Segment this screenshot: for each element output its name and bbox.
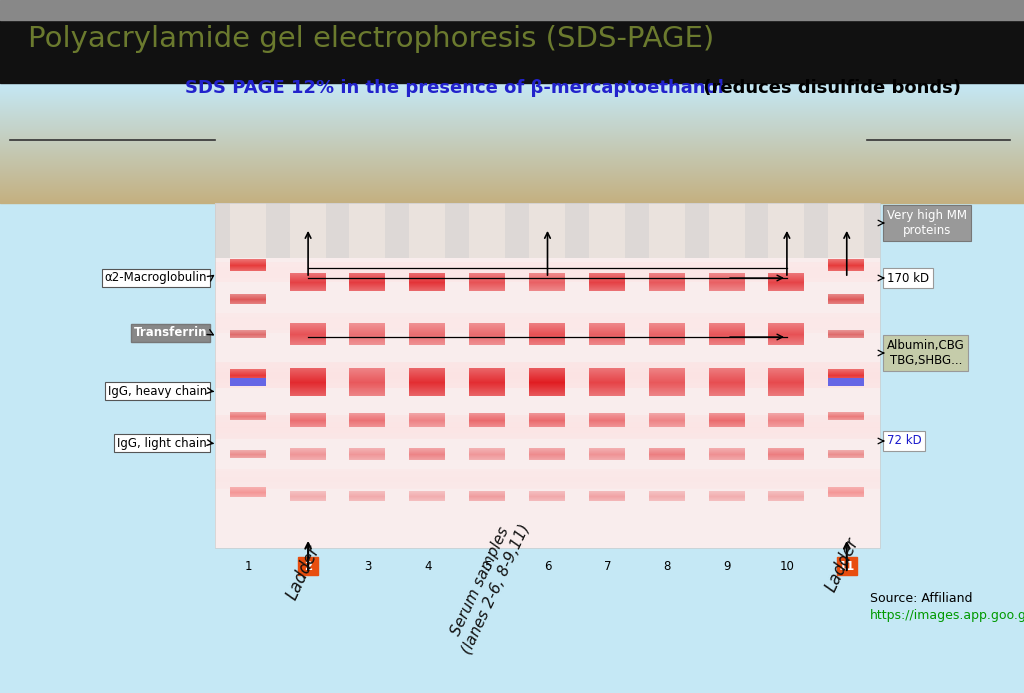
Text: 6: 6 <box>544 559 551 572</box>
Text: IgG, light chain: IgG, light chain <box>118 437 207 450</box>
Text: Source: Affiliand: Source: Affiliand <box>870 592 973 604</box>
Bar <box>837 557 857 575</box>
Text: Ladder: Ladder <box>283 543 324 603</box>
Text: Polyacrylamide gel electrophoresis (SDS-PAGE): Polyacrylamide gel electrophoresis (SDS-… <box>28 25 715 53</box>
Text: α2-Macroglobulin: α2-Macroglobulin <box>104 272 207 285</box>
Text: Albumin,CBG
TBG,SHBG...: Albumin,CBG TBG,SHBG... <box>887 339 965 367</box>
Bar <box>0 83 1024 203</box>
Text: 7: 7 <box>603 559 611 572</box>
Bar <box>215 203 880 548</box>
Bar <box>298 557 318 575</box>
Text: 3: 3 <box>365 559 372 572</box>
Text: Serum samples
(lanes 2-6, 8-9,11): Serum samples (lanes 2-6, 8-9,11) <box>443 514 532 656</box>
Text: 10: 10 <box>779 559 795 572</box>
Text: 2: 2 <box>304 559 312 572</box>
Text: 4: 4 <box>424 559 431 572</box>
Text: SDS PAGE 12% in the presence of β-mercaptoethanol: SDS PAGE 12% in the presence of β-mercap… <box>185 79 724 97</box>
Text: 9: 9 <box>723 559 731 572</box>
Text: 5: 5 <box>484 559 492 572</box>
Text: 72 kD: 72 kD <box>887 435 922 448</box>
Bar <box>0 0 1024 20</box>
Text: https://images.app.goo.gl/: https://images.app.goo.gl/ <box>870 608 1024 622</box>
Text: 11: 11 <box>839 559 855 572</box>
Text: (reduces disulfide bonds): (reduces disulfide bonds) <box>697 79 961 97</box>
Text: 170 kD: 170 kD <box>887 272 929 285</box>
Bar <box>0 20 1024 83</box>
Text: Ladder: Ladder <box>821 535 862 595</box>
Text: Very high MM
proteins: Very high MM proteins <box>887 209 967 237</box>
Text: IgG, heavy chain: IgG, heavy chain <box>108 385 207 398</box>
Text: 8: 8 <box>664 559 671 572</box>
Text: Transferrin: Transferrin <box>133 326 207 340</box>
Text: 1: 1 <box>245 559 252 572</box>
